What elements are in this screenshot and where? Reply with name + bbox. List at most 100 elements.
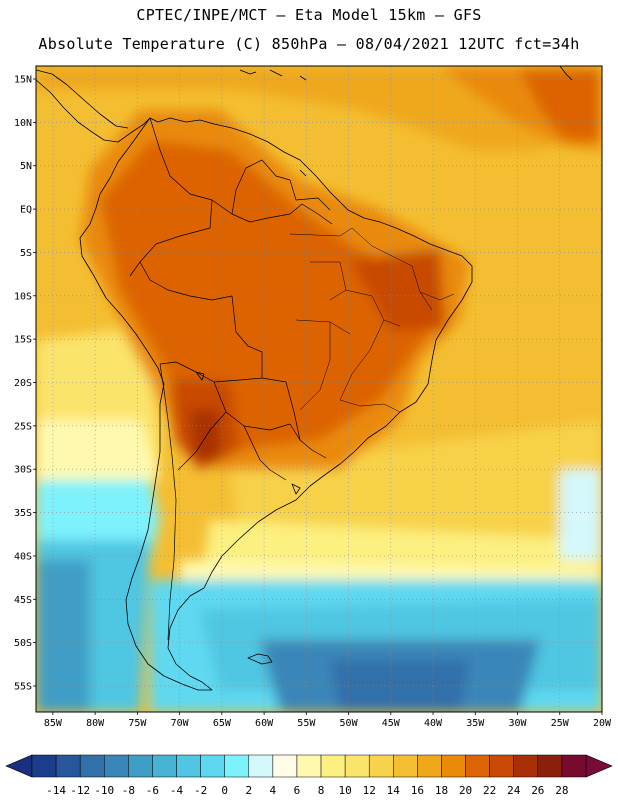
coastlines-borders — [36, 66, 573, 691]
colorbar-label: -4 — [170, 784, 184, 797]
lat-label: 10N — [14, 118, 32, 129]
lon-label: 80W — [86, 718, 105, 729]
colorbar-label: 28 — [555, 784, 568, 797]
colorbar-label: 24 — [507, 784, 521, 797]
lon-label: 30W — [508, 718, 527, 729]
colorbar-swatch — [465, 754, 490, 778]
colorbar-min-arrow — [5, 754, 33, 778]
lat-label: 45S — [14, 595, 32, 606]
colorbar-swatch — [417, 754, 442, 778]
lon-label: 35W — [466, 718, 485, 729]
lat-label: 55S — [14, 681, 32, 692]
field-pacific-colder — [36, 560, 90, 712]
colorbar-label: 10 — [339, 784, 352, 797]
lat-label: 50S — [14, 638, 32, 649]
colorbar-label: -10 — [94, 784, 114, 797]
colorbar-label: 22 — [483, 784, 496, 797]
lon-label: 85W — [44, 718, 63, 729]
colorbar-swatch — [104, 754, 129, 778]
lon-label: 50W — [340, 718, 359, 729]
lon-label: 55W — [297, 718, 316, 729]
lat-label: 35S — [14, 508, 32, 519]
colorbar-swatch — [200, 754, 225, 778]
colorbar-swatch — [513, 754, 539, 778]
field-north-warm — [36, 66, 602, 150]
colorbar-swatch — [224, 754, 250, 778]
lat-label: 20S — [14, 378, 32, 389]
colorbar-label: 18 — [435, 784, 448, 797]
lat-label: 10S — [14, 291, 32, 302]
colorbar-swatch — [441, 754, 466, 778]
title-line-2: Absolute Temperature (C) 850hPa – 08/04/… — [38, 35, 580, 53]
south-america-coast — [79, 117, 473, 691]
colorbar-label: -14 — [46, 784, 66, 797]
lon-label: 25W — [551, 718, 570, 729]
colorbar-swatch — [31, 754, 57, 778]
colorbar-label: 0 — [221, 784, 228, 797]
colorbar-label: 26 — [531, 784, 544, 797]
colorbar-swatch — [393, 754, 418, 778]
lat-label: 30S — [14, 465, 32, 476]
map-frame — [35, 65, 603, 713]
lat-label: 25S — [14, 421, 32, 432]
colorbar-label: 8 — [318, 784, 325, 797]
colorbar-swatch — [272, 754, 298, 778]
lat-label: 15S — [14, 335, 32, 346]
field-northeast-hot — [350, 250, 445, 330]
lat-label: EQ — [20, 205, 32, 216]
central-america-north-coast — [36, 69, 129, 129]
lat-label: 5S — [20, 248, 32, 259]
colorbar-swatch — [344, 754, 370, 778]
temperature-field — [36, 66, 602, 712]
colorbar-max-arrow — [585, 754, 613, 778]
longitude-labels: 85W 80W 75W 70W 65W 60W 55W 50W 45W 40W 35W 30W 25W 2… — [44, 712, 612, 729]
colorbar-swatch — [128, 754, 153, 778]
colorbar-label: 12 — [363, 784, 376, 797]
lon-label: 75W — [128, 718, 147, 729]
brazil-state-borders — [289, 227, 455, 413]
field-continent-hot — [100, 140, 430, 450]
colorbar-label: 2 — [245, 784, 252, 797]
lon-label: 70W — [171, 718, 190, 729]
colorbar-label: -8 — [122, 784, 135, 797]
colorbar-swatch — [561, 754, 587, 778]
colorbar-label: 14 — [387, 784, 401, 797]
lat-label: 5N — [20, 161, 32, 172]
lon-label: 20W — [593, 718, 612, 729]
lon-label: 65W — [213, 718, 232, 729]
lat-label: 40S — [14, 551, 32, 562]
lakes — [195, 371, 301, 495]
colorbar-label: 4 — [270, 784, 277, 797]
field-atlantic-yellow — [230, 420, 602, 560]
colorbar-label: -2 — [194, 784, 207, 797]
colorbar-swatch — [152, 754, 177, 778]
field-chaco-hottest — [190, 410, 220, 460]
field-east-cool-patch — [560, 470, 602, 560]
falkland-islands — [247, 653, 273, 665]
colorbar-swatch — [489, 754, 514, 778]
colorbar-swatch — [368, 754, 394, 778]
field-pacific-pale — [36, 420, 160, 490]
lon-label: 45W — [382, 718, 401, 729]
lat-label: 15N — [14, 75, 32, 86]
colorbar-swatch — [248, 754, 274, 778]
title-line-1: CPTEC/INPE/MCT – Eta Model 15km – GFS — [136, 6, 482, 24]
colorbar-swatch — [79, 754, 105, 778]
colorbar-label: 16 — [411, 784, 424, 797]
colorbar: -14 -12 -10 -8 -6 -4 -2 0 2 4 6 8 10 12 14 16 18 20 22 24 26… — [5, 754, 613, 797]
country-borders — [129, 117, 333, 641]
colorbar-label: -12 — [70, 784, 90, 797]
lon-label: 40W — [424, 718, 443, 729]
colorbar-swatch — [55, 754, 81, 778]
lon-label: 60W — [255, 718, 274, 729]
colorbar-label: 20 — [459, 784, 472, 797]
colorbar-swatch — [537, 754, 563, 778]
central-america-coast — [36, 79, 151, 143]
colorbar-label: -6 — [146, 784, 159, 797]
colorbar-label: 6 — [294, 784, 301, 797]
colorbar-swatch — [176, 754, 201, 778]
colorbar-swatch — [296, 754, 322, 778]
colorbar-swatch — [320, 754, 346, 778]
latitude-labels: 15N 10N 5N EQ 5S 10S 15S 20S 25S 30S 35S 40S 45S 50S 5… — [14, 75, 36, 692]
